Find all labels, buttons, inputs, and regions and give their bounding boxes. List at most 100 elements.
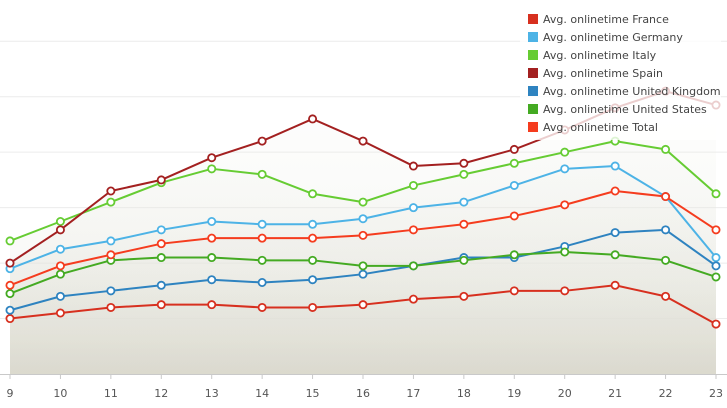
legend-item[interactable]: Avg. onlinetime Italy bbox=[528, 49, 657, 62]
legend-item[interactable]: Avg. onlinetime Germany bbox=[528, 31, 683, 44]
data-point[interactable] bbox=[55, 308, 65, 318]
data-point[interactable] bbox=[106, 302, 116, 312]
legend-item[interactable]: Avg. onlinetime Total bbox=[528, 121, 658, 134]
data-point[interactable] bbox=[106, 186, 116, 196]
data-point[interactable] bbox=[257, 255, 267, 265]
data-point[interactable] bbox=[308, 255, 318, 265]
legend-item[interactable]: Avg. onlinetime Spain bbox=[528, 67, 663, 80]
data-point[interactable] bbox=[459, 291, 469, 301]
data-point[interactable] bbox=[661, 225, 671, 235]
data-point[interactable] bbox=[5, 305, 15, 315]
data-point[interactable] bbox=[358, 300, 368, 310]
data-point[interactable] bbox=[156, 225, 166, 235]
data-point[interactable] bbox=[358, 269, 368, 279]
data-point[interactable] bbox=[156, 253, 166, 263]
data-point[interactable] bbox=[408, 161, 418, 171]
data-point[interactable] bbox=[560, 247, 570, 257]
data-point[interactable] bbox=[5, 314, 15, 324]
data-point[interactable] bbox=[207, 253, 217, 263]
data-point[interactable] bbox=[207, 275, 217, 285]
data-point[interactable] bbox=[509, 144, 519, 154]
data-point[interactable] bbox=[560, 200, 570, 210]
data-point[interactable] bbox=[106, 236, 116, 246]
data-point[interactable] bbox=[55, 225, 65, 235]
data-point[interactable] bbox=[610, 186, 620, 196]
data-point[interactable] bbox=[5, 289, 15, 299]
data-point[interactable] bbox=[661, 192, 671, 202]
data-point[interactable] bbox=[711, 319, 721, 329]
data-point[interactable] bbox=[207, 300, 217, 310]
data-point[interactable] bbox=[358, 197, 368, 207]
data-point[interactable] bbox=[308, 233, 318, 243]
data-point[interactable] bbox=[459, 219, 469, 229]
data-point[interactable] bbox=[308, 114, 318, 124]
data-point[interactable] bbox=[156, 280, 166, 290]
data-point[interactable] bbox=[358, 214, 368, 224]
data-point[interactable] bbox=[711, 253, 721, 263]
data-point[interactable] bbox=[257, 169, 267, 179]
data-point[interactable] bbox=[207, 164, 217, 174]
data-point[interactable] bbox=[5, 236, 15, 246]
data-point[interactable] bbox=[55, 244, 65, 254]
data-point[interactable] bbox=[408, 261, 418, 271]
data-point[interactable] bbox=[55, 291, 65, 301]
data-point[interactable] bbox=[610, 280, 620, 290]
data-point[interactable] bbox=[509, 180, 519, 190]
data-point[interactable] bbox=[711, 225, 721, 235]
data-point[interactable] bbox=[509, 158, 519, 168]
data-point[interactable] bbox=[55, 216, 65, 226]
data-point[interactable] bbox=[207, 216, 217, 226]
data-point[interactable] bbox=[459, 158, 469, 168]
data-point[interactable] bbox=[610, 161, 620, 171]
data-point[interactable] bbox=[661, 144, 671, 154]
data-point[interactable] bbox=[661, 255, 671, 265]
data-point[interactable] bbox=[257, 233, 267, 243]
data-point[interactable] bbox=[661, 291, 671, 301]
data-point[interactable] bbox=[610, 250, 620, 260]
data-point[interactable] bbox=[408, 203, 418, 213]
data-point[interactable] bbox=[459, 255, 469, 265]
data-point[interactable] bbox=[106, 197, 116, 207]
data-point[interactable] bbox=[207, 153, 217, 163]
data-point[interactable] bbox=[358, 230, 368, 240]
data-point[interactable] bbox=[560, 286, 570, 296]
data-point[interactable] bbox=[106, 250, 116, 260]
data-point[interactable] bbox=[408, 225, 418, 235]
data-point[interactable] bbox=[156, 239, 166, 249]
data-point[interactable] bbox=[308, 189, 318, 199]
data-point[interactable] bbox=[308, 275, 318, 285]
data-point[interactable] bbox=[5, 280, 15, 290]
data-point[interactable] bbox=[711, 261, 721, 271]
data-point[interactable] bbox=[207, 233, 217, 243]
data-point[interactable] bbox=[509, 211, 519, 221]
legend-item[interactable]: Avg. onlinetime United States bbox=[528, 103, 707, 116]
data-point[interactable] bbox=[106, 286, 116, 296]
data-point[interactable] bbox=[156, 175, 166, 185]
data-point[interactable] bbox=[358, 136, 368, 146]
data-point[interactable] bbox=[5, 258, 15, 268]
data-point[interactable] bbox=[560, 147, 570, 157]
data-point[interactable] bbox=[509, 286, 519, 296]
data-point[interactable] bbox=[156, 300, 166, 310]
data-point[interactable] bbox=[257, 219, 267, 229]
legend[interactable]: Avg. onlinetime France Avg. onlinetime Ge… bbox=[520, 8, 721, 140]
data-point[interactable] bbox=[308, 302, 318, 312]
data-point[interactable] bbox=[459, 169, 469, 179]
data-point[interactable] bbox=[257, 277, 267, 287]
data-point[interactable] bbox=[459, 197, 469, 207]
data-point[interactable] bbox=[560, 164, 570, 174]
data-point[interactable] bbox=[711, 189, 721, 199]
legend-item[interactable]: Avg. onlinetime United Kingdom bbox=[528, 85, 721, 98]
data-point[interactable] bbox=[408, 294, 418, 304]
data-point[interactable] bbox=[257, 136, 267, 146]
data-point[interactable] bbox=[610, 228, 620, 238]
data-point[interactable] bbox=[55, 261, 65, 271]
data-point[interactable] bbox=[509, 250, 519, 260]
data-point[interactable] bbox=[358, 261, 368, 271]
legend-item[interactable]: Avg. onlinetime France bbox=[528, 13, 669, 26]
data-point[interactable] bbox=[257, 302, 267, 312]
data-point[interactable] bbox=[55, 269, 65, 279]
data-point[interactable] bbox=[711, 272, 721, 282]
data-point[interactable] bbox=[308, 219, 318, 229]
data-point[interactable] bbox=[408, 180, 418, 190]
